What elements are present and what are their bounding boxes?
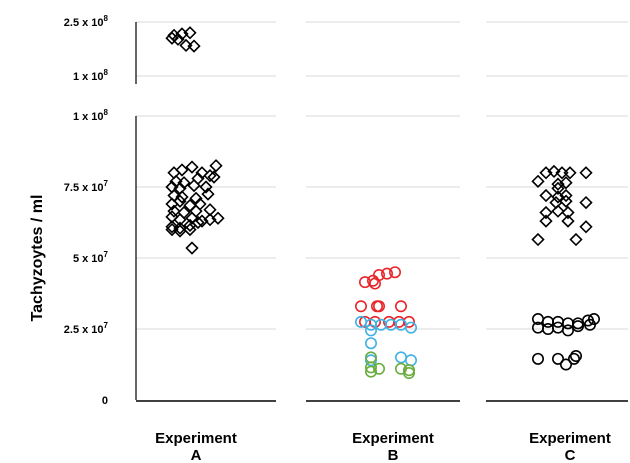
- data-point-circle: [551, 352, 564, 365]
- data-point-circle: [364, 324, 377, 337]
- data-point-circle: [364, 365, 377, 378]
- data-point-diamond: [569, 232, 583, 247]
- data-point-circle: [394, 351, 407, 364]
- data-point-diamond: [551, 181, 565, 196]
- data-point-circle: [404, 321, 417, 334]
- data-point-diamond: [183, 222, 197, 237]
- data-point-circle: [569, 349, 582, 362]
- data-point-diamond: [185, 211, 199, 225]
- data-point-diamond: [559, 188, 573, 203]
- data-point-diamond: [539, 188, 553, 203]
- data-point-circle: [404, 354, 417, 367]
- y-axis-label: Tachyzoytes / ml: [29, 195, 46, 322]
- data-point-circle: [388, 266, 401, 279]
- data-point-diamond: [173, 224, 187, 238]
- data-point-diamond: [185, 241, 199, 255]
- data-point-circle: [571, 320, 584, 333]
- data-point-circle: [372, 300, 385, 313]
- data-point-diamond: [539, 205, 553, 220]
- category-label: Experiment: [352, 430, 434, 447]
- category-label: Experiment: [155, 430, 237, 447]
- data-point-circle: [368, 277, 381, 290]
- data-point-diamond: [189, 191, 203, 205]
- y-tick-lower: 0: [102, 395, 108, 407]
- data-point-diamond: [165, 222, 179, 237]
- data-point-diamond: [579, 195, 593, 210]
- y-tick-upper: 2.5 x 108: [64, 14, 109, 29]
- category-letter: B: [388, 447, 399, 463]
- data-point-diamond: [175, 190, 189, 204]
- data-point-diamond: [167, 204, 181, 218]
- data-point-diamond: [547, 164, 561, 179]
- data-point-circle: [364, 361, 377, 374]
- data-point-diamond: [559, 194, 573, 208]
- data-point-circle: [559, 358, 572, 371]
- y-tick-lower: 2.5 x 107: [64, 321, 109, 336]
- data-point-diamond: [559, 176, 573, 190]
- y-tick-lower: 7.5 x 107: [64, 179, 109, 194]
- data-point-diamond: [177, 176, 191, 190]
- data-point-diamond: [561, 205, 575, 220]
- y-tick-lower: 1 x 108: [73, 108, 109, 123]
- data-point-diamond: [189, 204, 203, 218]
- data-point-diamond: [561, 214, 575, 228]
- category-letter: C: [565, 447, 576, 463]
- data-point-diamond: [531, 232, 545, 247]
- data-point-diamond: [551, 204, 565, 218]
- data-point-circle: [372, 362, 385, 375]
- data-point-diamond: [175, 163, 189, 177]
- data-point-diamond: [187, 178, 201, 193]
- y-tick-lower: 5 x 107: [73, 250, 109, 265]
- data-point-circle: [561, 324, 574, 337]
- data-point-circle: [402, 367, 415, 380]
- data-point-diamond: [199, 180, 213, 194]
- data-point-circle: [583, 318, 596, 331]
- data-point-circle: [402, 315, 415, 328]
- data-point-circle: [531, 352, 544, 365]
- data-point-diamond: [185, 160, 199, 174]
- data-point-diamond: [187, 39, 201, 53]
- gridlines: [136, 21, 628, 330]
- data-point-circle: [380, 267, 393, 280]
- data-point-circle: [394, 300, 407, 313]
- data-point-diamond: [209, 159, 223, 173]
- data-point-diamond: [579, 166, 593, 180]
- data-point-diamond: [211, 211, 225, 225]
- category-label: Experiment: [529, 430, 611, 447]
- data-point-diamond: [171, 32, 185, 46]
- data-point-circle: [364, 337, 377, 350]
- data-point-diamond: [207, 170, 221, 184]
- category-letter: A: [191, 447, 202, 463]
- data-points: [165, 26, 600, 380]
- y-tick-upper: 1 x 108: [73, 68, 109, 83]
- data-point-diamond: [579, 220, 593, 234]
- data-point-diamond: [183, 26, 197, 40]
- data-point-diamond: [201, 187, 215, 201]
- y-tick-labels: 2.5 x 108 1 x 108 1 x 108 7.5 x 107 5 x 107 2…: [64, 14, 109, 407]
- data-point-diamond: [531, 174, 545, 188]
- axes: [135, 22, 628, 402]
- data-point-diamond: [539, 214, 553, 228]
- data-point-diamond: [173, 221, 187, 235]
- data-point-diamond: [165, 220, 179, 234]
- data-point-diamond: [563, 166, 577, 180]
- data-point-diamond: [195, 166, 209, 180]
- data-point-diamond: [179, 38, 193, 53]
- data-point-diamond: [173, 194, 187, 208]
- data-point-diamond: [203, 169, 217, 183]
- data-point-circle: [567, 352, 580, 365]
- data-point-circle: [354, 300, 367, 313]
- data-point-diamond: [191, 215, 205, 230]
